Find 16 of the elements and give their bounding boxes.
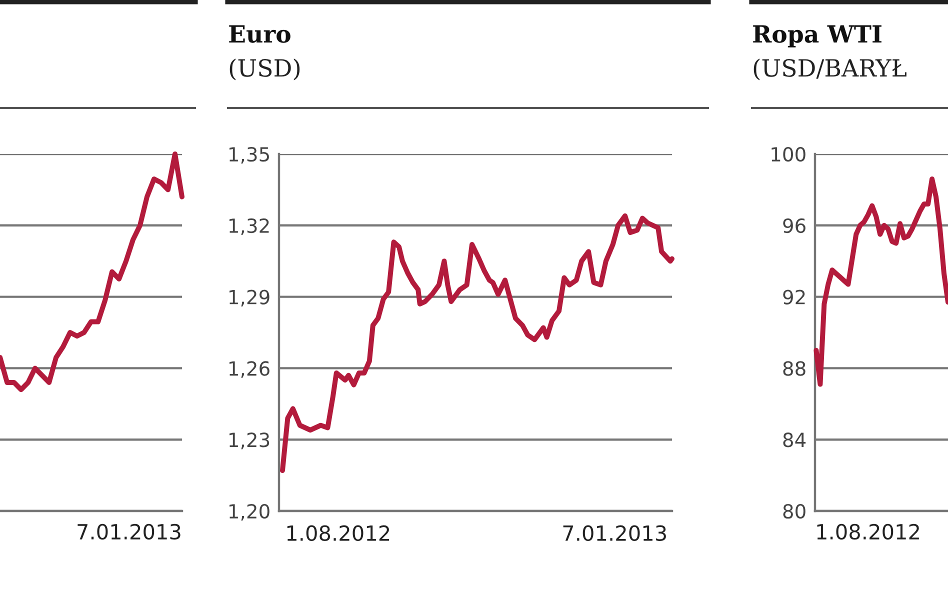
chart-title: Ropa WTI	[753, 25, 882, 48]
y-tick-label: 88	[783, 361, 806, 376]
chart-title: Euro	[229, 25, 290, 43]
y-tick-label: 80	[783, 504, 806, 519]
y-tick-label: 96	[783, 218, 806, 234]
y-tick-label: 1,35	[230, 146, 269, 164]
y-tick-label: 100	[772, 146, 806, 162]
y-tick-label: 1,32	[230, 218, 269, 236]
y-tick-label: 1,23	[230, 432, 270, 450]
chart-subtitle: (USD/BARYŁ	[754, 58, 906, 80]
y-tick-label: 1,29	[230, 290, 270, 306]
y-tick-label: 84	[783, 432, 806, 448]
y-tick-label: 1,26	[230, 361, 270, 378]
chart-subtitle: (USD)	[230, 58, 300, 80]
y-tick-label: 1,20	[230, 504, 270, 521]
y-tick-label: 92	[783, 290, 805, 304]
